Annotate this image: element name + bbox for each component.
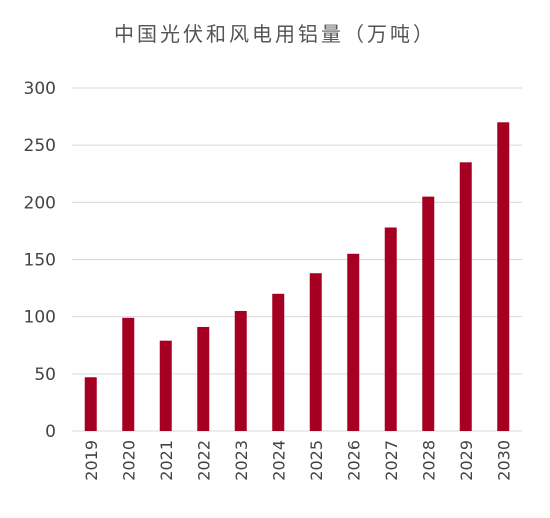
y-tick-label: 150 [24,251,56,271]
y-tick-label: 300 [24,79,56,99]
bar [422,196,435,431]
y-tick-label: 0 [45,422,56,442]
y-tick-label: 100 [24,308,56,328]
bar [384,227,397,431]
x-tick-label: 2028 [419,440,438,481]
bar [347,253,360,431]
x-tick-label: 2030 [494,440,513,481]
bar [497,122,510,432]
x-tick-label: 2024 [269,440,288,481]
x-tick-label: 2027 [382,440,401,481]
bar [159,340,172,431]
x-tick-label: 2021 [157,440,176,481]
x-tick-label: 2025 [307,440,326,481]
y-tick-label: 250 [24,136,56,156]
x-tick-label: 2029 [457,440,476,481]
bar [84,377,97,431]
x-tick-label: 2019 [82,440,101,481]
x-tick-label: 2026 [344,440,363,481]
x-tick-label: 2020 [119,440,138,481]
bar [272,293,285,431]
y-tick-label: 200 [24,193,56,213]
bar [197,326,210,431]
x-tick-label: 2022 [194,440,213,481]
bar [309,273,322,431]
chart-title: 中国光伏和风电用铝量（万吨） [114,22,436,46]
bar [122,317,135,431]
x-tick-label: 2023 [232,440,251,481]
y-tick-label: 50 [34,365,56,385]
bar [459,162,472,432]
bar [234,310,247,431]
